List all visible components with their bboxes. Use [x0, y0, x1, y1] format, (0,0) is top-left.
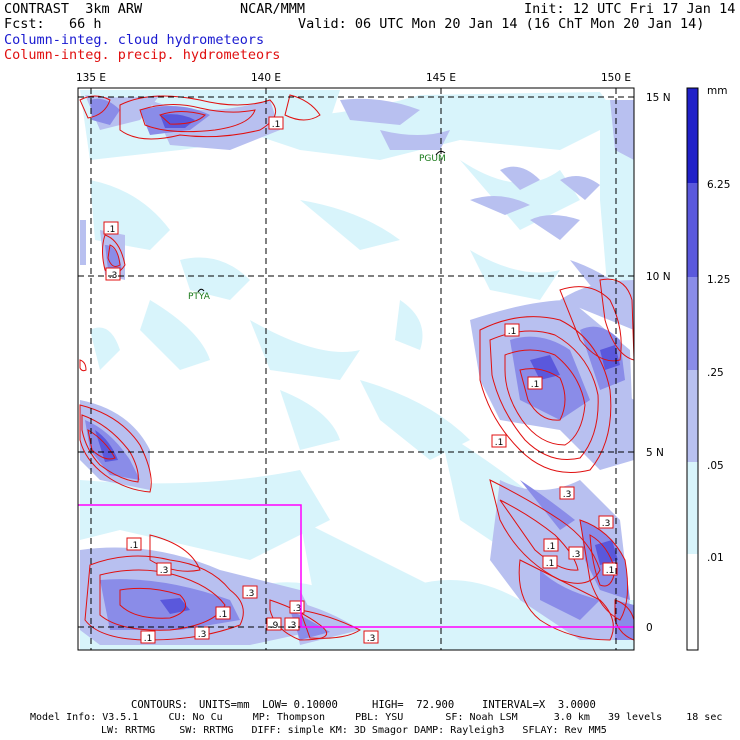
contour-label: .1: [547, 542, 556, 552]
longitude-labels: 135 E 140 E 145 E 150 E: [76, 72, 631, 84]
model-title: CONTRAST 3km ARW: [4, 1, 143, 17]
colorbar: mm .01 .05 .25 1.25 6.25: [686, 85, 730, 651]
valid-time: Valid: 06 UTC Mon 20 Jan 14 (16 ChT Mon …: [298, 16, 705, 32]
lat-label: 15 N: [646, 92, 671, 104]
contour-label: .1: [144, 634, 153, 644]
lon-label: 145 E: [426, 72, 456, 84]
contours-label: CONTOURS:: [131, 699, 188, 711]
lon-label: 135 E: [76, 72, 106, 84]
contour-label: .1: [219, 610, 228, 620]
contour-label: .9: [270, 621, 279, 631]
lat-label: 10 N: [646, 271, 671, 283]
contour-label: .3: [602, 519, 611, 529]
contour-label: .1: [130, 541, 139, 551]
nested-domain-outline: [78, 504, 634, 628]
contours-units: UNITS=mm: [199, 699, 250, 711]
station-markers: PGUM PTYA: [188, 150, 446, 302]
colorbar-segment: [687, 462, 698, 554]
contours-low: LOW= 0.10000: [262, 699, 338, 711]
contour-label: .3: [198, 630, 207, 640]
colorbar-level: 1.25: [707, 274, 730, 286]
init-time: Init: 12 UTC Fri 17 Jan 14: [524, 1, 736, 17]
contour-label: .3: [246, 589, 255, 599]
contour-label: .1: [531, 380, 540, 390]
contour-label: .3: [293, 604, 302, 614]
colorbar-segment: [687, 370, 698, 462]
model-info-line-1: Model Info: V3.5.1 CU: No Cu MP: Thompso…: [30, 712, 723, 723]
contour-label: .1: [546, 559, 555, 569]
graticule: [78, 88, 634, 650]
colorbar-segment: [687, 88, 698, 183]
colorbar-level: .05: [707, 460, 724, 472]
lon-label: 150 E: [601, 72, 631, 84]
contour-label: .1: [606, 566, 615, 576]
station-ptya: PTYA: [188, 292, 211, 302]
contour-label: .3: [367, 634, 376, 644]
center-label: NCAR/MMM: [240, 1, 306, 17]
cloud-field-label: Column-integ. cloud hydrometeors: [4, 32, 265, 48]
colorbar-segment: [687, 554, 698, 650]
colorbar-segment: [687, 277, 698, 370]
contour-labels: .1 .1 .3 .1 .1 .1 .3 .3 .1 .1 .3 .1 .3 .…: [103, 116, 618, 644]
lat-label: 5 N: [646, 447, 664, 459]
contour-label: .1: [107, 225, 116, 235]
contour-label: .3: [572, 550, 581, 560]
contour-label: .1: [508, 327, 517, 337]
station-pgum: PGUM: [419, 154, 446, 164]
colorbar-level: .25: [707, 367, 724, 379]
model-info-line-2: LW: RRTMG SW: RRTMG DIFF: simple KM: 3D …: [101, 725, 607, 736]
colorbar-level: .01: [707, 552, 724, 564]
latitude-labels: 15 N 10 N 5 N 0: [646, 92, 671, 634]
lat-label: 0: [646, 622, 653, 634]
colorbar-unit: mm: [707, 85, 727, 97]
precip-field-label: Column-integ. precip. hydrometeors: [4, 47, 281, 63]
forecast-hour: Fcst: 66 h: [4, 16, 102, 32]
colorbar-segment: [687, 183, 698, 277]
colorbar-level: 6.25: [707, 179, 730, 191]
contour-label: .1: [272, 120, 281, 130]
contours-interval: INTERVAL=X 3.0000: [482, 699, 596, 711]
map-frame: [77, 87, 635, 651]
contour-label: .3: [160, 566, 169, 576]
lon-label: 140 E: [251, 72, 281, 84]
contour-label: .3: [288, 621, 297, 631]
contour-label: .3: [563, 490, 572, 500]
contours-high: HIGH= 72.900: [372, 699, 455, 711]
contour-label: .1: [495, 438, 504, 448]
